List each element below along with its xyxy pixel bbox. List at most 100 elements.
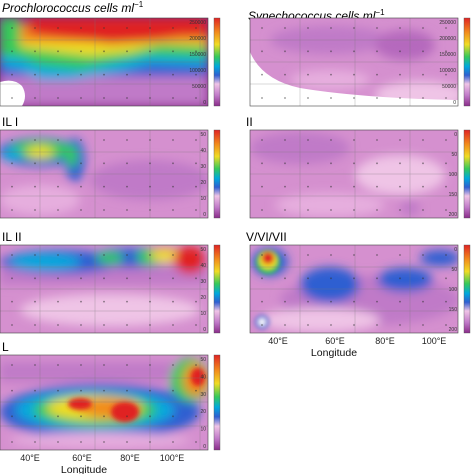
station-dot — [57, 139, 59, 141]
station-dot — [57, 27, 59, 29]
station-dot — [284, 209, 286, 211]
station-dot — [422, 27, 424, 29]
panel-il-i: IL I — [0, 115, 209, 219]
station-dot — [103, 300, 105, 303]
station-dot — [376, 277, 378, 280]
station-dot — [11, 139, 13, 141]
station-dot — [80, 162, 82, 165]
no-data-mask — [0, 80, 25, 106]
station-dot — [172, 139, 174, 141]
station-dot — [376, 50, 378, 53]
station-dot — [57, 441, 59, 443]
station-dot — [376, 324, 378, 326]
station-dot — [284, 277, 286, 280]
station-dot — [422, 73, 424, 76]
station-dot — [445, 300, 447, 303]
panel-axes-1: 250000 200000 150000 100000 50000 0 — [261, 17, 471, 107]
station-dot — [307, 209, 309, 211]
station-dot — [103, 277, 105, 280]
colorbar-tick-label: 100000 — [189, 68, 206, 74]
station-dot — [103, 185, 105, 188]
station-dot — [353, 209, 355, 211]
station-dot — [376, 139, 378, 141]
x-tick-label: 80°E — [120, 453, 140, 463]
heatmap-field — [0, 18, 208, 106]
colorbar — [213, 17, 221, 107]
colorbar-tick-label: 0 — [203, 100, 206, 106]
station-dot — [422, 300, 424, 303]
station-dot — [353, 185, 355, 188]
station-dot — [57, 185, 59, 188]
station-dot — [11, 27, 13, 29]
station-dot — [126, 73, 128, 76]
station-dot — [284, 324, 286, 326]
station-dot — [353, 324, 355, 326]
station-dot — [330, 185, 332, 188]
colorbar-tick-label: 150000 — [189, 52, 206, 58]
station-dot — [376, 209, 378, 211]
station-dot — [353, 254, 355, 256]
station-dot — [172, 97, 174, 99]
station-dot — [11, 50, 13, 53]
station-dot — [80, 185, 82, 188]
station-dot — [445, 162, 447, 165]
station-dot — [399, 324, 401, 326]
station-dot — [11, 300, 13, 303]
depth-tick-label: 150 — [449, 307, 458, 313]
station-dot — [57, 364, 59, 366]
colorbar-tick-label: 10 — [200, 427, 206, 433]
station-dot — [422, 324, 424, 326]
colorbar-tick-label: 30 — [200, 279, 206, 285]
colorbar-tick-label: 40 — [200, 263, 206, 269]
panel-prochlorococcus: Prochlorococcus cells ml−1 — [0, 0, 209, 107]
station-dot — [422, 50, 424, 53]
station-dot — [330, 139, 332, 141]
station-dot — [172, 27, 174, 29]
station-dot — [149, 364, 151, 366]
station-dot — [34, 277, 36, 280]
station-dot — [445, 27, 447, 29]
station-dot — [11, 415, 13, 418]
station-dot — [34, 139, 36, 141]
station-dot — [126, 389, 128, 392]
colorbar-tick-label: 30 — [200, 392, 206, 398]
station-dot — [376, 97, 378, 99]
station-dot — [195, 277, 197, 280]
panel-v-vi-vii: V/VI/VII — [246, 230, 459, 334]
station-dot — [422, 185, 424, 188]
station-dot — [149, 209, 151, 211]
station-dot — [195, 27, 197, 29]
station-dot — [330, 50, 332, 53]
station-dot — [422, 277, 424, 280]
station-dot — [11, 389, 13, 392]
panel-title: L — [2, 340, 9, 354]
station-dot — [126, 209, 128, 211]
station-dot — [330, 300, 332, 303]
station-dot — [126, 27, 128, 29]
station-dot — [172, 162, 174, 165]
station-dot — [399, 97, 401, 99]
station-dot — [307, 50, 309, 53]
station-dot — [80, 139, 82, 141]
station-dot — [422, 254, 424, 256]
station-dot — [126, 50, 128, 53]
station-dot — [103, 50, 105, 53]
panel-title: V/VI/VII — [246, 230, 287, 244]
station-dot — [57, 277, 59, 280]
station-dot — [284, 254, 286, 256]
station-dot — [11, 277, 13, 280]
colorbar-tick-label: 50 — [200, 132, 206, 138]
station-dot — [195, 441, 197, 443]
colorbar — [213, 129, 221, 219]
x-tick-label: 100°E — [160, 453, 185, 463]
colorbar-tick-label: 30 — [200, 164, 206, 170]
station-dot — [330, 324, 332, 326]
station-dot — [103, 97, 105, 99]
colorbar — [213, 354, 221, 451]
station-dot — [376, 73, 378, 76]
station-dot — [80, 415, 82, 418]
station-dot — [195, 139, 197, 141]
station-dot — [149, 254, 151, 256]
station-dot — [195, 50, 197, 53]
station-dot — [103, 441, 105, 443]
